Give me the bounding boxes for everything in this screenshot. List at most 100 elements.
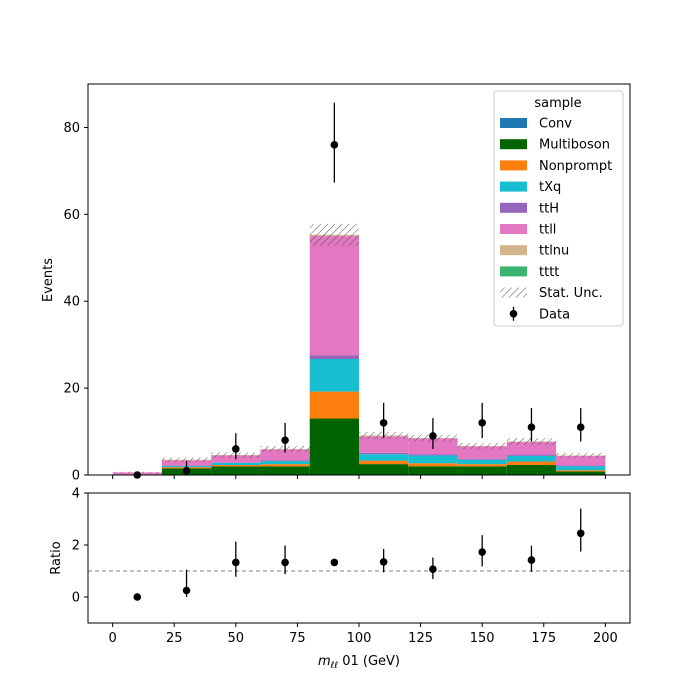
bar-segment-nonprompt-5 [359,460,409,465]
data-point-5 [379,419,388,427]
x-axis-label-rest: 01 (GeV) [338,654,400,669]
legend-label-ttlnu: ttlnu [539,244,569,259]
data-point-2 [232,445,240,453]
data-point-4 [330,141,339,149]
bar-segment-txq-6 [408,455,458,464]
legend-label-tth: ttH [539,201,559,216]
main-y-axis-label: Events [41,258,56,302]
data-points [133,102,585,479]
stat-unc-band-7 [457,442,507,449]
ratio-point-3 [281,558,289,567]
ratio-point-8 [527,556,536,564]
main-y-tick-label-3: 60 [63,208,80,223]
bar-segment-nonprompt-7 [457,464,507,467]
bar-segment-multiboson-8 [506,465,557,475]
bar-segment-ttll-9 [556,455,606,466]
main-x-ticks [112,475,606,479]
bar-segment-nonprompt-3 [260,464,310,467]
data-point-8 [527,423,536,432]
bar-segment-nonprompt-2 [211,465,261,467]
legend-swatch-conv [500,118,527,128]
ratio-x-ticks: 0 25 50 75 100 125 150 175 200 [108,623,618,646]
stat-unc-band-1 [161,457,212,462]
legend-swatch-stat-unc- [500,287,527,298]
bar-segment-nonprompt-4 [309,391,359,419]
ratio-point-6 [429,565,437,573]
bar-segment-tth-4 [309,355,359,360]
bar-segment-multiboson-4 [309,418,359,475]
ratio-point-7 [478,548,486,556]
x-axis-label-var: m [318,654,331,669]
x-tick-label-5: 125 [408,631,433,646]
bar-segment-tth-3 [260,460,310,462]
bar-segment-nonprompt-9 [556,470,606,472]
main-y-tick-label-1: 20 [63,382,80,397]
legend-swatch-nonprompt [500,160,527,171]
bar-segment-txq-2 [211,462,261,466]
bar-segment-nonprompt-6 [408,463,458,467]
legend-label-conv: Conv [539,117,572,132]
x-tick-label-8: 200 [593,631,618,646]
bar-segment-ttll-7 [457,446,507,459]
ratio-point-0 [133,593,142,601]
bar-segment-multiboson-7 [457,466,507,475]
x-tick-label-3: 75 [289,631,306,646]
main-y-ticks: 0 20 40 60 80 [63,121,88,484]
bar-segment-multiboson-9 [556,471,606,475]
legend: sample Conv Multiboson Nonprompt tXq ttH ttll… [493,90,624,327]
bar-segment-txq-4 [309,359,359,392]
data-point-6 [429,432,437,440]
bar-segment-txq-3 [260,461,310,465]
bar-segment-tth-7 [457,458,507,460]
ratio-y-tick-label-2: 4 [72,487,80,502]
bar-segment-tth-9 [556,465,606,467]
ratio-point-2 [232,558,240,567]
bar-segment-ttll-3 [260,449,310,461]
bar-segment-multiboson-3 [260,466,310,475]
bar-segment-multiboson-6 [408,466,458,475]
legend-title: sample [534,96,581,111]
bar-segment-txq-7 [457,459,507,465]
data-point-3 [281,436,289,445]
x-axis-label: mℓℓ 01 (GeV) [318,654,400,671]
legend-label-nonprompt: Nonprompt [539,159,612,174]
x-tick-label-0: 0 [108,631,116,646]
bar-segment-nonprompt-8 [506,461,557,466]
x-tick-label-2: 50 [228,631,245,646]
x-tick-label-6: 150 [470,631,495,646]
data-point-7 [478,419,486,427]
data-point-9 [576,423,585,432]
ratio-point-5 [379,558,388,566]
x-axis-label-sub: ℓℓ [330,661,338,671]
ratio-plot-panel: 0 25 50 75 100 125 150 175 200 0 2 4 Ratio mℓℓ 01 … [49,487,631,671]
bar-segment-tth-8 [506,454,557,456]
legend-label-stat-unc-: Stat. Unc. [539,286,603,301]
ratio-points [133,508,585,601]
bar-segment-txq-5 [359,454,409,461]
legend-label-ttll: ttll [539,223,556,238]
bar-segment-multiboson-5 [359,464,409,475]
ratio-y-tick-label-1: 2 [72,539,80,554]
legend-label-multiboson: Multiboson [539,138,610,153]
legend-swatch-multiboson [500,139,527,150]
main-y-tick-label-4: 80 [63,121,80,136]
ratio-y-ticks: 0 2 4 [72,487,88,606]
legend-swatch-ttlnu [500,245,527,256]
data-point-1 [182,466,191,475]
legend-swatch-tttt [500,266,527,277]
legend-items: Conv Multiboson Nonprompt tXq ttH ttll ttlnu tt… [500,117,612,322]
legend-label-data: Data [539,307,570,322]
legend-label-tttt: tttt [539,265,559,280]
legend-swatch-ttll [500,224,527,234]
bar-segment-ttll-4 [309,236,359,356]
bar-segment-txq-8 [506,455,557,462]
main-y-tick-label-0: 0 [72,469,80,484]
stat-unc-band-9 [556,452,606,459]
ratio-point-4 [330,558,339,567]
legend-swatch-data [509,310,518,318]
stat-unc-band-4 [309,223,359,246]
legend-swatch-txq [500,181,527,192]
bar-segment-txq-9 [556,466,606,471]
main-y-tick-label-2: 40 [63,295,80,310]
ratio-y-axis-label: Ratio [49,541,64,574]
